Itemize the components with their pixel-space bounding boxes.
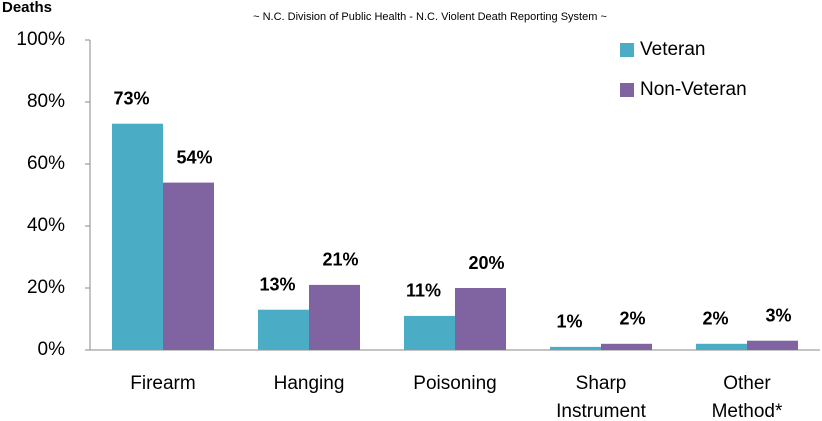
- y-tick-label: 0%: [38, 339, 66, 360]
- data-label: 1%: [556, 312, 582, 332]
- data-label: 54%: [176, 147, 212, 167]
- y-tick-label: 100%: [16, 29, 65, 50]
- bar: [601, 343, 652, 350]
- legend-label: Non-Veteran: [640, 79, 747, 100]
- legend-label: Veteran: [640, 39, 706, 60]
- data-label: 2%: [619, 309, 645, 329]
- legend-swatch: [620, 43, 634, 57]
- x-tick-label: Sharp Instrument: [556, 373, 646, 421]
- y-axis-title: Deaths: [2, 0, 52, 16]
- chart-subtitle: ~ N.C. Division of Public Health - N.C. …: [253, 11, 607, 23]
- bar: [696, 343, 747, 350]
- data-label: 13%: [259, 274, 295, 294]
- y-tick-label: 40%: [27, 215, 65, 236]
- legend-swatch: [620, 83, 634, 97]
- data-label: 73%: [113, 88, 149, 108]
- data-label: 3%: [765, 305, 791, 325]
- bar: [747, 340, 798, 350]
- bar: [550, 346, 601, 350]
- bar: [163, 182, 214, 350]
- bar: [455, 288, 506, 350]
- y-tick-label: 80%: [27, 91, 65, 112]
- x-tick-label: Firearm: [130, 373, 195, 394]
- y-tick-label: 60%: [27, 153, 65, 174]
- bar: [258, 309, 309, 350]
- y-tick-label: 20%: [27, 277, 65, 298]
- x-tick-label: Hanging: [274, 373, 345, 394]
- bar: [404, 315, 455, 350]
- data-label: 2%: [702, 309, 728, 329]
- x-tick-label: Other Method*: [712, 373, 783, 421]
- data-label: 21%: [322, 250, 358, 270]
- bar: [309, 284, 360, 350]
- data-label: 11%: [406, 281, 441, 301]
- bar: [112, 123, 163, 350]
- x-tick-label: Poisoning: [413, 373, 496, 394]
- data-label: 20%: [468, 253, 504, 273]
